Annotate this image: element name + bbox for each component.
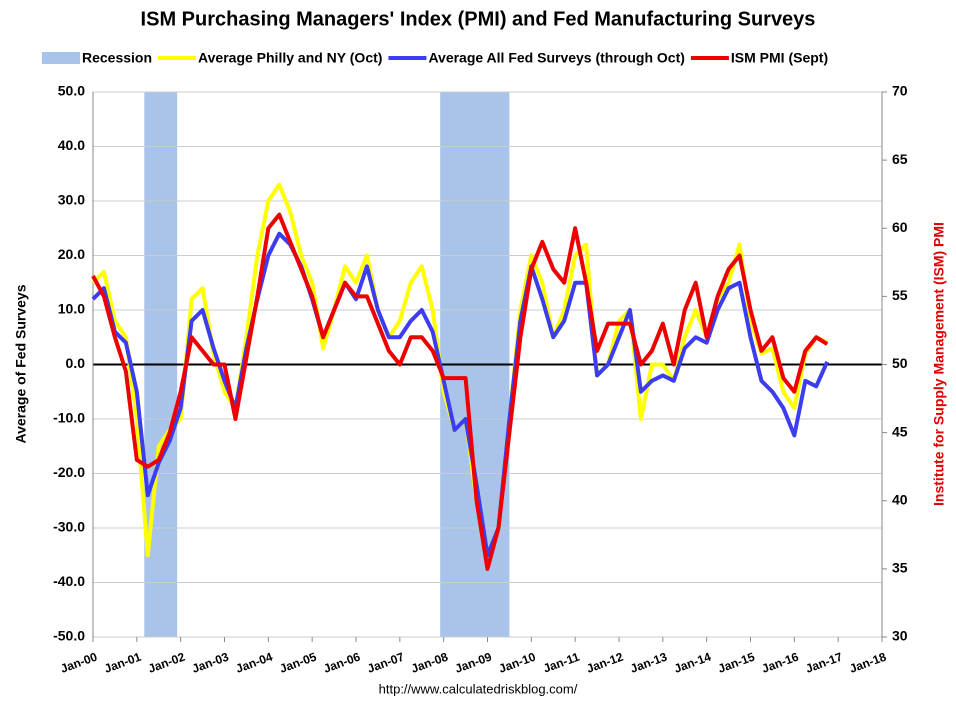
x-tick-label: Jan-17 xyxy=(804,650,845,676)
x-tick-label: Jan-07 xyxy=(365,650,406,676)
x-tick-label: Jan-13 xyxy=(628,650,669,676)
x-tick-label: Jan-12 xyxy=(585,650,626,676)
legend-swatch xyxy=(42,52,80,64)
x-tick-label: Jan-10 xyxy=(497,650,538,676)
y2-tick-label: 60 xyxy=(892,219,908,235)
y2-axis-label: Institute for Supply Management (ISM) PM… xyxy=(931,222,947,506)
x-tick-label: Jan-15 xyxy=(716,650,757,676)
x-tick-label: Jan-02 xyxy=(146,650,187,676)
y-tick-label: -20.0 xyxy=(53,464,85,480)
series-line xyxy=(91,212,829,571)
y-tick-label: 40.0 xyxy=(58,137,85,153)
y-tick-label: -10.0 xyxy=(53,410,85,426)
x-tick-label: Jan-03 xyxy=(190,650,231,676)
legend-label: Recession xyxy=(82,50,152,66)
y2-tick-label: 50 xyxy=(892,355,908,371)
y2-tick-label: 40 xyxy=(892,491,908,507)
x-tick-label: Jan-14 xyxy=(672,650,713,676)
x-tick-label: Jan-18 xyxy=(848,650,889,676)
source-note: http://www.calculatedriskblog.com/ xyxy=(379,681,578,696)
y-tick-label: -40.0 xyxy=(53,573,85,589)
y-tick-label: -30.0 xyxy=(53,519,85,535)
x-tick-label: Jan-05 xyxy=(278,650,319,676)
chart-title: ISM Purchasing Managers' Index (PMI) and… xyxy=(141,8,816,30)
y-tick-label: -50.0 xyxy=(53,628,85,644)
legend-label: ISM PMI (Sept) xyxy=(731,50,828,66)
legend-label: Average Philly and NY (Oct) xyxy=(198,50,382,66)
x-tick-label: Jan-01 xyxy=(102,650,143,676)
x-tick-label: Jan-16 xyxy=(760,650,801,676)
x-tick-label: Jan-08 xyxy=(409,650,450,676)
y2-tick-label: 45 xyxy=(892,423,908,439)
y-tick-label: 0.0 xyxy=(66,355,86,371)
legend-label: Average All Fed Surveys (through Oct) xyxy=(428,50,684,66)
y2-tick-label: 70 xyxy=(892,83,908,99)
y2-tick-label: 35 xyxy=(892,560,908,576)
y-tick-label: 30.0 xyxy=(58,192,85,208)
y-tick-label: 10.0 xyxy=(58,301,85,317)
x-tick-label: Jan-06 xyxy=(322,650,363,676)
y-tick-label: 20.0 xyxy=(58,246,85,262)
y-axis-label: Average of Fed Surveys xyxy=(13,284,29,443)
y-tick-label: 50.0 xyxy=(58,83,85,99)
y2-tick-label: 30 xyxy=(892,628,908,644)
x-tick-label: Jan-00 xyxy=(59,650,100,676)
x-tick-label: Jan-11 xyxy=(541,650,581,676)
series-line xyxy=(91,231,830,558)
y2-tick-label: 65 xyxy=(892,151,908,167)
x-tick-label: Jan-04 xyxy=(234,650,275,676)
y2-tick-label: 55 xyxy=(892,287,908,303)
x-tick-label: Jan-09 xyxy=(453,650,494,676)
